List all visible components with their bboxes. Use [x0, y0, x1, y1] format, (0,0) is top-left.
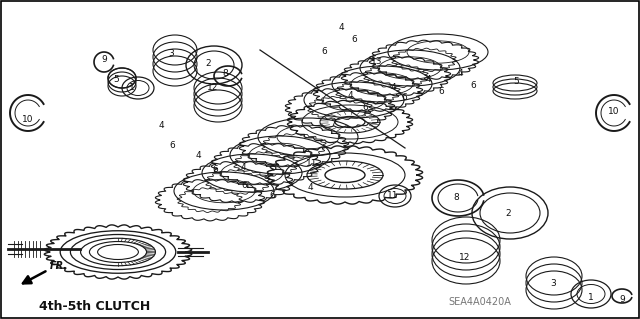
Text: 6: 6 — [470, 81, 476, 91]
Text: 9: 9 — [619, 294, 625, 303]
Text: 6: 6 — [269, 191, 275, 201]
Text: 8: 8 — [222, 70, 228, 78]
Text: 3: 3 — [168, 48, 174, 57]
Text: 12: 12 — [460, 254, 470, 263]
Text: 10: 10 — [608, 108, 620, 116]
Text: 4: 4 — [338, 24, 344, 33]
Text: 6: 6 — [212, 166, 218, 174]
Text: 4: 4 — [347, 91, 353, 100]
Text: 5: 5 — [513, 78, 519, 86]
Text: 4: 4 — [158, 122, 164, 130]
Text: 6: 6 — [241, 181, 247, 189]
Text: 10: 10 — [22, 115, 34, 124]
Text: 2: 2 — [505, 209, 511, 218]
Text: 11: 11 — [387, 190, 399, 199]
Text: 4: 4 — [425, 76, 431, 85]
Text: 2: 2 — [205, 58, 211, 68]
Text: 4: 4 — [240, 162, 246, 172]
Text: 9: 9 — [101, 56, 107, 64]
Text: 12: 12 — [207, 84, 219, 93]
Text: 6: 6 — [401, 93, 407, 102]
Text: 4th-5th CLUTCH: 4th-5th CLUTCH — [40, 300, 150, 313]
Text: 6: 6 — [351, 35, 357, 44]
Text: 4: 4 — [390, 83, 396, 92]
Text: 8: 8 — [453, 194, 459, 203]
Text: 4: 4 — [195, 151, 201, 160]
Text: 11: 11 — [307, 160, 317, 168]
Text: 3: 3 — [550, 279, 556, 288]
Text: 6: 6 — [362, 103, 368, 113]
Text: 4: 4 — [264, 174, 270, 182]
Text: 1: 1 — [129, 84, 135, 93]
Text: 6: 6 — [438, 87, 444, 97]
Text: 6: 6 — [169, 140, 175, 150]
Text: 7: 7 — [330, 118, 336, 128]
Text: 5: 5 — [113, 75, 119, 84]
Text: 1: 1 — [588, 293, 594, 302]
Text: 6: 6 — [321, 48, 327, 56]
Text: 4: 4 — [457, 70, 463, 78]
Text: 4: 4 — [307, 182, 313, 191]
Text: 13: 13 — [371, 57, 383, 66]
Text: SEA4A0420A: SEA4A0420A — [449, 297, 511, 307]
Text: FR.: FR. — [50, 261, 68, 271]
